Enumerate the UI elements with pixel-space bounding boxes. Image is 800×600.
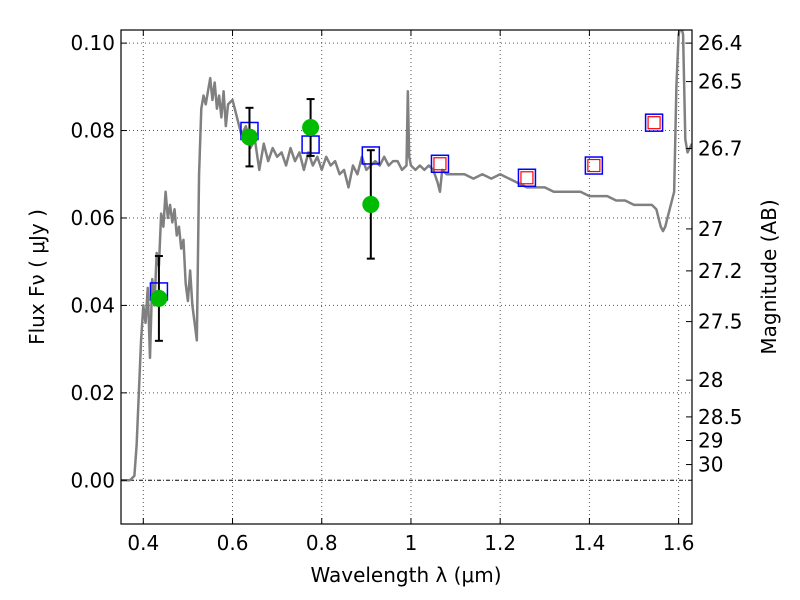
y-axis-right-label: Magnitude (AB) <box>757 199 781 354</box>
model-flux-square-red <box>587 158 601 173</box>
spectrum-layer <box>121 30 692 482</box>
x-tick-label: 1.4 <box>573 531 605 555</box>
x-tick-label: 1.2 <box>484 531 516 555</box>
model-flux-square <box>644 113 664 132</box>
y-axis-label: Flux Fν ( μJy ) <box>25 209 49 345</box>
model-spectrum-line <box>121 30 692 482</box>
x-tick-label: 1.6 <box>663 531 695 555</box>
model-flux-square-red <box>647 116 661 130</box>
observed-flux-point <box>150 289 168 307</box>
right-tick-label: 26.7 <box>698 136 743 160</box>
marker-layer <box>149 98 664 342</box>
observed-flux-point <box>362 195 380 213</box>
right-tick-label: 26.5 <box>698 70 743 94</box>
tick-layer: 0.4 0.6 0.8 1 1.2 1.4 1.6 0.00 0.02 0.04 0.06 0.08 0… <box>70 30 743 555</box>
model-flux-square <box>584 156 604 175</box>
x-axis-label: Wavelength λ (μm) <box>310 563 501 587</box>
y-tick-label: 0.04 <box>70 293 115 317</box>
x-tick-label: 0.6 <box>217 531 249 555</box>
right-tick-label: 27 <box>698 217 723 241</box>
right-tick-label: 26.4 <box>698 31 743 55</box>
y-tick-label: 0.02 <box>70 381 115 405</box>
right-tick-label: 30 <box>698 453 723 477</box>
observed-flux-point <box>240 128 258 146</box>
model-flux-square <box>517 168 537 188</box>
x-tick-label: 1 <box>405 531 418 555</box>
x-tick-label: 0.4 <box>127 531 159 555</box>
model-flux-square-red <box>520 171 534 185</box>
right-tick-label: 27.2 <box>698 259 743 283</box>
model-flux-square-red <box>433 157 447 171</box>
y-tick-label: 0.10 <box>70 31 115 55</box>
y-tick-label: 0.06 <box>70 206 115 230</box>
y-tick-label: 0.08 <box>70 119 115 143</box>
right-tick-label: 27.5 <box>698 310 743 334</box>
right-tick-label: 28 <box>698 368 723 392</box>
right-tick-label: 28.5 <box>698 405 743 429</box>
plot-frame <box>120 29 693 525</box>
x-tick-label: 0.8 <box>306 531 338 555</box>
observed-flux-point <box>302 118 320 136</box>
model-flux-square <box>430 154 450 174</box>
y-tick-label: 0.00 <box>70 468 115 492</box>
right-tick-label: 29 <box>698 429 723 453</box>
